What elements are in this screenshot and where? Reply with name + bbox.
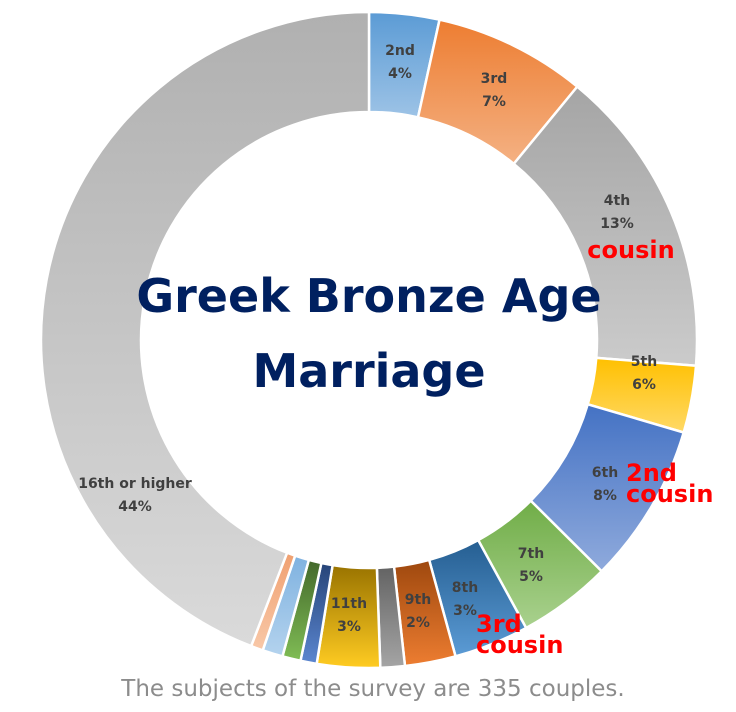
slice-label-percent: 13% (600, 216, 634, 232)
slice-label-category: 5th (631, 354, 657, 370)
slice-labels: 2nd 4% 3rd 7% 4th 13% 5th 6% 6th 8% 7th 5% 8th 3% 9th 2… (78, 43, 657, 635)
annotation-cousin: cousin (587, 236, 674, 264)
annotation-3rd-cousin-line-1: 3rd (476, 610, 522, 638)
slice-label-percent: 6% (632, 377, 656, 393)
chart-title-line-2: Marriage (252, 344, 485, 398)
slice-label-category: 6th (592, 465, 618, 481)
slice-label-percent: 2% (406, 615, 430, 631)
slice-label-percent: 8% (593, 488, 617, 504)
annotation-2nd-cousin-line-2: cousin (626, 480, 713, 508)
slice-label-category: 3rd (481, 71, 508, 87)
slice-label-percent: 7% (482, 94, 506, 110)
slice-label-category: 11th (331, 596, 367, 612)
slice-label-category: 2nd (385, 43, 415, 59)
slice-label-category: 4th (604, 193, 630, 209)
slice-label-category: 8th (452, 580, 478, 596)
slice-16th-or-higher (39, 10, 371, 648)
slice-label-percent: 5% (519, 569, 543, 585)
slice-label-percent: 44% (118, 499, 152, 515)
slice-label-category: 9th (405, 592, 431, 608)
slices (39, 10, 699, 670)
slice-label-percent: 3% (337, 619, 361, 635)
footnote: The subjects of the survey are 335 coupl… (120, 676, 624, 702)
annotation-2nd-cousin-line-1: 2nd (626, 459, 677, 487)
annotation-3rd-cousin-line-2: cousin (476, 631, 563, 659)
slice-label-percent: 4% (388, 66, 412, 82)
slice-label-category: 7th (518, 546, 544, 562)
slice-label-category: 16th or higher (78, 476, 192, 492)
chart-title-line-1: Greek Bronze Age (136, 269, 601, 323)
slice-label-percent: 3% (453, 603, 477, 619)
